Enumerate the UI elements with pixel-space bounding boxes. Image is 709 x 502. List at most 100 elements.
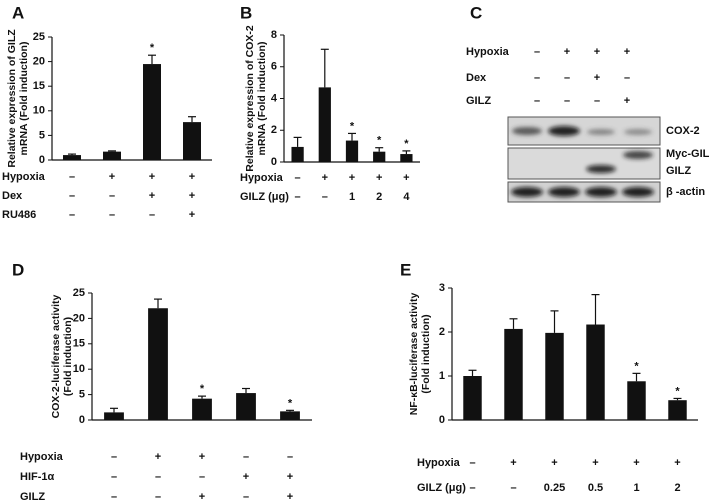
condition-value: – (111, 471, 117, 483)
y-axis-label: (Fold induction) (62, 317, 74, 396)
condition-value: – (287, 451, 293, 463)
condition-value: – (155, 471, 161, 483)
condition-value: 1 (633, 482, 639, 494)
bar (586, 324, 605, 420)
significance-marker: * (288, 397, 293, 409)
y-axis-label: COX-2-luciferase activity (50, 294, 62, 418)
condition-value: 1 (349, 191, 355, 203)
error-bar (188, 116, 196, 123)
condition-name: Hypoxia (240, 172, 284, 184)
condition-value: + (633, 457, 639, 469)
condition-value: + (624, 95, 630, 107)
y-tick-label: 5 (79, 389, 85, 401)
condition-value: + (149, 171, 155, 183)
bar (63, 155, 81, 160)
condition-name: Dex (466, 72, 487, 84)
condition-name: RU486 (2, 209, 36, 221)
condition-value: – (564, 72, 570, 84)
condition-name: Hypoxia (417, 457, 461, 469)
condition-value: – (469, 482, 475, 494)
condition-value: + (403, 172, 409, 184)
error-bar (108, 150, 116, 152)
error-bar (198, 395, 206, 399)
bar (236, 393, 256, 420)
bar (318, 87, 331, 162)
condition-value: – (243, 491, 249, 502)
panel-label: A (12, 3, 24, 22)
band-label: COX-2 (666, 125, 700, 137)
bar (345, 140, 359, 162)
panel-label: B (240, 3, 252, 22)
error-bar (110, 407, 118, 413)
bar (148, 308, 168, 420)
y-axis-label: NF-κB-luciferase activity (408, 293, 420, 416)
condition-value: + (594, 46, 600, 58)
condition-value: – (69, 190, 75, 202)
panel-label: D (12, 260, 24, 279)
condition-name: Hypoxia (2, 171, 46, 183)
condition-value: + (109, 171, 115, 183)
error-bar (348, 132, 356, 141)
y-tick-label: 10 (73, 363, 85, 375)
error-bar (468, 369, 477, 376)
condition-name: Hypoxia (20, 451, 64, 463)
bar (183, 122, 201, 160)
error-bar (286, 409, 294, 412)
condition-value: + (287, 491, 293, 502)
bar (504, 328, 523, 420)
band (511, 187, 543, 197)
condition-value: + (592, 457, 598, 469)
y-tick-label: 1 (439, 370, 445, 382)
y-tick-label: 8 (271, 29, 277, 41)
y-tick-label: 0 (271, 156, 277, 168)
condition-value: – (69, 171, 75, 183)
band (548, 187, 580, 197)
condition-value: – (295, 191, 301, 203)
condition-value: 0.5 (588, 482, 603, 494)
condition-name: HIF-1α (20, 471, 55, 483)
significance-marker: * (350, 120, 355, 132)
bar (627, 381, 646, 420)
y-axis-label: (Fold induction) (420, 314, 432, 393)
panel-label: C (470, 3, 482, 22)
condition-value: – (111, 451, 117, 463)
bar (103, 151, 121, 160)
error-bar (148, 54, 156, 65)
bar (373, 151, 386, 162)
bar (280, 411, 300, 420)
bar (291, 146, 304, 162)
condition-value: – (109, 209, 115, 221)
y-tick-label: 0 (39, 154, 45, 166)
band (512, 127, 542, 135)
significance-marker: * (150, 42, 155, 54)
y-tick-label: 6 (271, 61, 277, 73)
bar (545, 332, 564, 420)
condition-value: + (155, 451, 161, 463)
band (624, 129, 652, 135)
blot-box (507, 181, 661, 203)
condition-value: – (199, 471, 205, 483)
y-tick-label: 2 (271, 124, 277, 136)
error-bar (509, 318, 518, 329)
condition-value: + (287, 471, 293, 483)
condition-value: + (376, 172, 382, 184)
y-tick-label: 25 (73, 287, 85, 299)
error-bar (673, 397, 682, 401)
condition-name: Hypoxia (466, 46, 510, 58)
panel-label: E (400, 260, 411, 279)
y-axis-label: Relative expression of COX-2 (244, 25, 256, 172)
y-tick-label: 4 (271, 92, 278, 104)
condition-value: + (189, 209, 195, 221)
y-axis-label: mRNA (Fold induction) (256, 42, 268, 156)
condition-value: + (551, 457, 557, 469)
error-bar (154, 298, 162, 309)
condition-value: + (189, 171, 195, 183)
y-axis-label: mRNA (Fold induction) (18, 42, 30, 156)
condition-value: – (69, 209, 75, 221)
error-bar (375, 147, 384, 152)
condition-value: – (534, 46, 540, 58)
condition-value: + (594, 72, 600, 84)
significance-marker: * (200, 383, 205, 395)
error-bar (402, 150, 411, 155)
